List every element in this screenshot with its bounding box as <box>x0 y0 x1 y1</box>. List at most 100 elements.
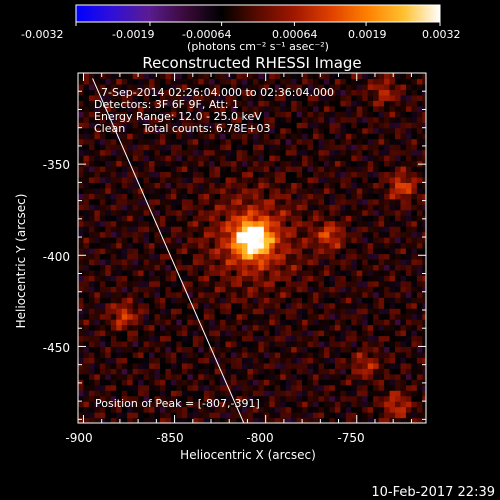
heatmap-cell <box>356 417 363 423</box>
heatmap-cell <box>99 406 106 413</box>
heatmap-cell <box>132 187 139 194</box>
heatmap-cell <box>291 89 298 96</box>
heatmap-cell <box>373 330 380 337</box>
heatmap-cell <box>258 373 265 380</box>
heatmap-cell <box>181 264 188 271</box>
heatmap-cell <box>258 280 265 287</box>
heatmap-cell <box>105 100 112 107</box>
heatmap-cell <box>274 401 281 408</box>
heatmap-cell <box>187 379 194 386</box>
heatmap-cell <box>307 122 314 129</box>
heatmap-cell <box>176 417 183 423</box>
heatmap-cell <box>367 171 374 178</box>
heatmap-cell <box>209 122 216 129</box>
heatmap-cell <box>323 384 331 391</box>
heatmap-cell <box>307 362 314 369</box>
heatmap-cell <box>340 171 347 178</box>
heatmap-cell <box>214 395 221 402</box>
heatmap-cell <box>356 319 363 326</box>
heatmap-cell <box>345 100 352 107</box>
heatmap-cell <box>88 231 95 238</box>
heatmap-cell <box>236 73 243 80</box>
heatmap-cell <box>307 248 314 255</box>
heatmap-cell <box>225 373 232 380</box>
heatmap-cell <box>367 89 374 96</box>
heatmap-cell <box>345 231 352 238</box>
heatmap-cell <box>356 144 363 151</box>
heatmap-cell <box>340 144 347 151</box>
heatmap-cell <box>105 308 112 315</box>
heatmap-cell <box>247 133 254 140</box>
heatmap-cell <box>138 406 145 413</box>
heatmap-cell <box>187 122 194 129</box>
heatmap-cell <box>176 149 183 156</box>
heatmap-cell <box>373 105 380 112</box>
heatmap-cell <box>400 253 407 260</box>
heatmap-cell <box>143 155 150 162</box>
heatmap-cell <box>105 83 112 91</box>
heatmap-cell <box>367 390 374 397</box>
heatmap-cell <box>274 176 281 183</box>
heatmap-cell <box>416 346 423 353</box>
heatmap-cell <box>291 395 298 402</box>
heatmap-cell <box>307 330 314 337</box>
heatmap-cell <box>269 133 276 140</box>
heatmap-cell <box>334 302 341 309</box>
heatmap-cell <box>356 291 363 298</box>
heatmap-cell <box>110 100 117 107</box>
heatmap-cell <box>274 155 281 162</box>
heatmap-cell <box>110 319 117 326</box>
heatmap-cell <box>110 373 117 380</box>
heatmap-cell <box>154 116 161 123</box>
heatmap-cell <box>99 319 106 326</box>
heatmap-cell <box>116 357 123 364</box>
heatmap-cell <box>345 324 352 331</box>
heatmap-cell <box>351 340 358 348</box>
heatmap-cell <box>400 335 407 342</box>
heatmap-cell <box>252 105 259 112</box>
heatmap-cell <box>203 237 210 244</box>
heatmap-cell <box>127 264 134 271</box>
heatmap-cell <box>241 193 249 200</box>
heatmap-cell <box>143 258 150 266</box>
heatmap-cell <box>389 215 396 222</box>
y-axis-label: Heliocentric Y (arcsec) <box>14 194 28 329</box>
heatmap-cell <box>203 384 210 391</box>
heatmap-cell <box>318 116 325 123</box>
heatmap-cell <box>192 171 199 178</box>
heatmap-cell <box>127 226 134 233</box>
heatmap-cell <box>209 417 216 423</box>
heatmap-cell <box>329 127 336 134</box>
heatmap-cell <box>203 111 210 118</box>
heatmap-cell <box>83 198 90 205</box>
heatmap-cell <box>389 165 396 173</box>
heatmap-cell <box>351 198 358 205</box>
heatmap-cell <box>285 209 292 216</box>
heatmap-cell <box>416 302 423 309</box>
heatmap-cell <box>323 111 331 118</box>
heatmap-cell <box>78 144 85 151</box>
heatmap-cell <box>329 357 336 364</box>
heatmap-cell <box>165 395 172 402</box>
heatmap-cell <box>269 269 276 276</box>
heatmap-cell <box>181 319 188 326</box>
heatmap-cell <box>395 324 402 331</box>
heatmap-cell <box>252 362 259 369</box>
heatmap-cell <box>384 395 391 402</box>
heatmap-cell <box>209 395 216 402</box>
heatmap-cell <box>121 297 128 304</box>
heatmap-cell <box>362 319 369 326</box>
heatmap-cell <box>285 78 292 85</box>
heatmap-cell <box>313 417 320 423</box>
heatmap-cell <box>378 122 385 129</box>
heatmap-cell <box>373 138 380 145</box>
heatmap-cell <box>170 264 177 271</box>
heatmap-cell <box>154 264 161 271</box>
heatmap-cell <box>231 275 238 282</box>
heatmap-cell <box>345 335 352 342</box>
heatmap-cell <box>236 291 243 298</box>
y-tick-label-3: -450 <box>43 341 70 355</box>
heatmap-cell <box>416 253 423 260</box>
heatmap-cell <box>269 335 276 342</box>
heatmap-cell <box>231 176 238 183</box>
